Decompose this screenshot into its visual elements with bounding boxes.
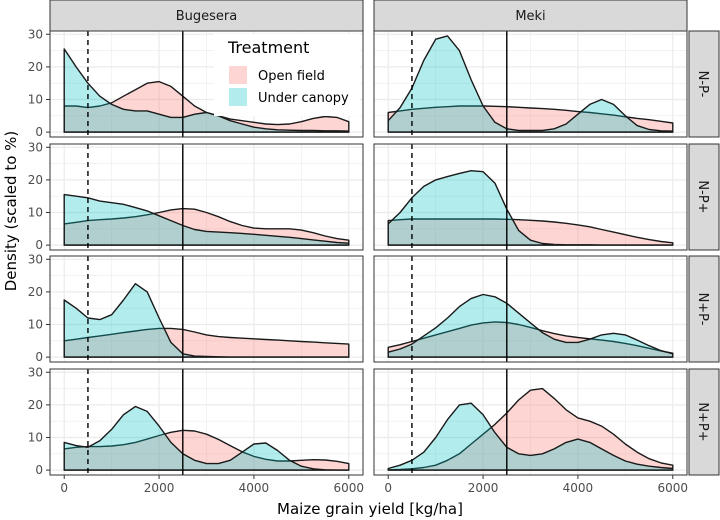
density-open-field [63, 327, 350, 358]
strip-background [688, 143, 720, 251]
panel-border [373, 255, 688, 363]
legend: Treatment Open field Under canopy [214, 34, 360, 116]
y-tick-label: 20 [28, 285, 43, 299]
density-open-field [387, 321, 674, 358]
panel-bugesera-npluspplus [49, 368, 364, 476]
strip-background [688, 255, 720, 363]
density-open-field [387, 387, 674, 471]
panel-meki-npluspplus [373, 368, 688, 476]
y-tick-label: 20 [28, 398, 43, 412]
legend-key-open-field [229, 66, 247, 84]
panel-border [49, 143, 364, 251]
x-tick-label: 4000 [563, 481, 594, 495]
density-under-canopy [387, 170, 674, 246]
y-tick-label: 10 [28, 317, 43, 331]
x-tick-label: 6000 [657, 481, 688, 495]
strip-label-meki: Meki [515, 9, 545, 24]
y-tick-label: 0 [35, 238, 43, 252]
density-under-canopy [63, 48, 350, 133]
density-under-canopy [63, 283, 350, 358]
y-tick-label: 0 [35, 125, 43, 139]
panel-bugesera-npluspminus [49, 255, 364, 363]
y-tick-label: 20 [28, 173, 43, 187]
strip-label-bugesera: Bugesera [176, 9, 238, 24]
y-tick-label: 30 [28, 140, 43, 154]
x-tick-label: 4000 [239, 481, 270, 495]
density-under-canopy [63, 193, 350, 246]
panel-meki-nminuspminus [373, 30, 688, 138]
density-under-canopy [387, 293, 674, 358]
legend-label-under-canopy: Under canopy [258, 91, 349, 106]
panel-border [373, 143, 688, 251]
y-tick-label: 30 [28, 365, 43, 379]
y-tick-label: 20 [28, 60, 43, 74]
panel-meki-npluspminus [373, 255, 688, 363]
legend-background [214, 34, 360, 116]
y-tick-label: 30 [28, 252, 43, 266]
y-tick-label: 30 [28, 27, 43, 41]
density-open-field [63, 429, 350, 471]
y-tick-label: 10 [28, 430, 43, 444]
density-under-canopy [387, 402, 674, 471]
strip-label-nminuspplus: N-P+ [695, 180, 710, 213]
legend-label-open-field: Open field [258, 69, 325, 84]
panels-layer [49, 30, 688, 476]
panel-border [49, 368, 364, 476]
strip-label-npluspminus: N+P- [695, 293, 710, 326]
strip-background [49, 0, 364, 32]
strip-npluspplus: N+P+ [688, 368, 720, 476]
density-under-canopy [63, 405, 350, 471]
y-tick-label: 10 [28, 92, 43, 106]
legend-key-under-canopy [229, 88, 247, 106]
y-tick-label: 0 [35, 350, 43, 364]
strips-layer: Bugesera Meki N-P- N-P+ N+P- N+P+ [49, 0, 720, 476]
x-tick-label: 2000 [144, 481, 175, 495]
panel-bugesera-nminuspplus [49, 143, 364, 251]
y-axis-title: Density (scaled to %) [2, 131, 20, 292]
strip-npluspminus: N+P- [688, 255, 720, 363]
strip-meki: Meki [373, 0, 688, 32]
strip-background [688, 368, 720, 476]
density-open-field [387, 218, 674, 246]
legend-title: Treatment [227, 38, 309, 57]
strip-background [373, 0, 688, 32]
y-tick-label: 0 [35, 463, 43, 477]
x-tick-label: 6000 [333, 481, 364, 495]
x-axis-title: Maize grain yield [kg/ha] [277, 500, 463, 518]
y-tick-label: 10 [28, 205, 43, 219]
x-tick-label: 0 [60, 481, 68, 495]
strip-label-npluspplus: N+P+ [695, 402, 710, 441]
strip-nminuspplus: N-P+ [688, 143, 720, 251]
x-tick-label: 0 [384, 481, 392, 495]
strip-bugesera: Bugesera [49, 0, 364, 32]
panel-meki-nminuspplus [373, 143, 688, 251]
density-under-canopy [387, 35, 674, 133]
x-tick-label: 2000 [468, 481, 499, 495]
panel-border [373, 368, 688, 476]
strip-background [688, 30, 720, 138]
strip-nminuspminus: N-P- [688, 30, 720, 138]
strip-label-nminuspminus: N-P- [695, 71, 710, 98]
panel-border [49, 255, 364, 363]
density-open-field [387, 105, 674, 133]
